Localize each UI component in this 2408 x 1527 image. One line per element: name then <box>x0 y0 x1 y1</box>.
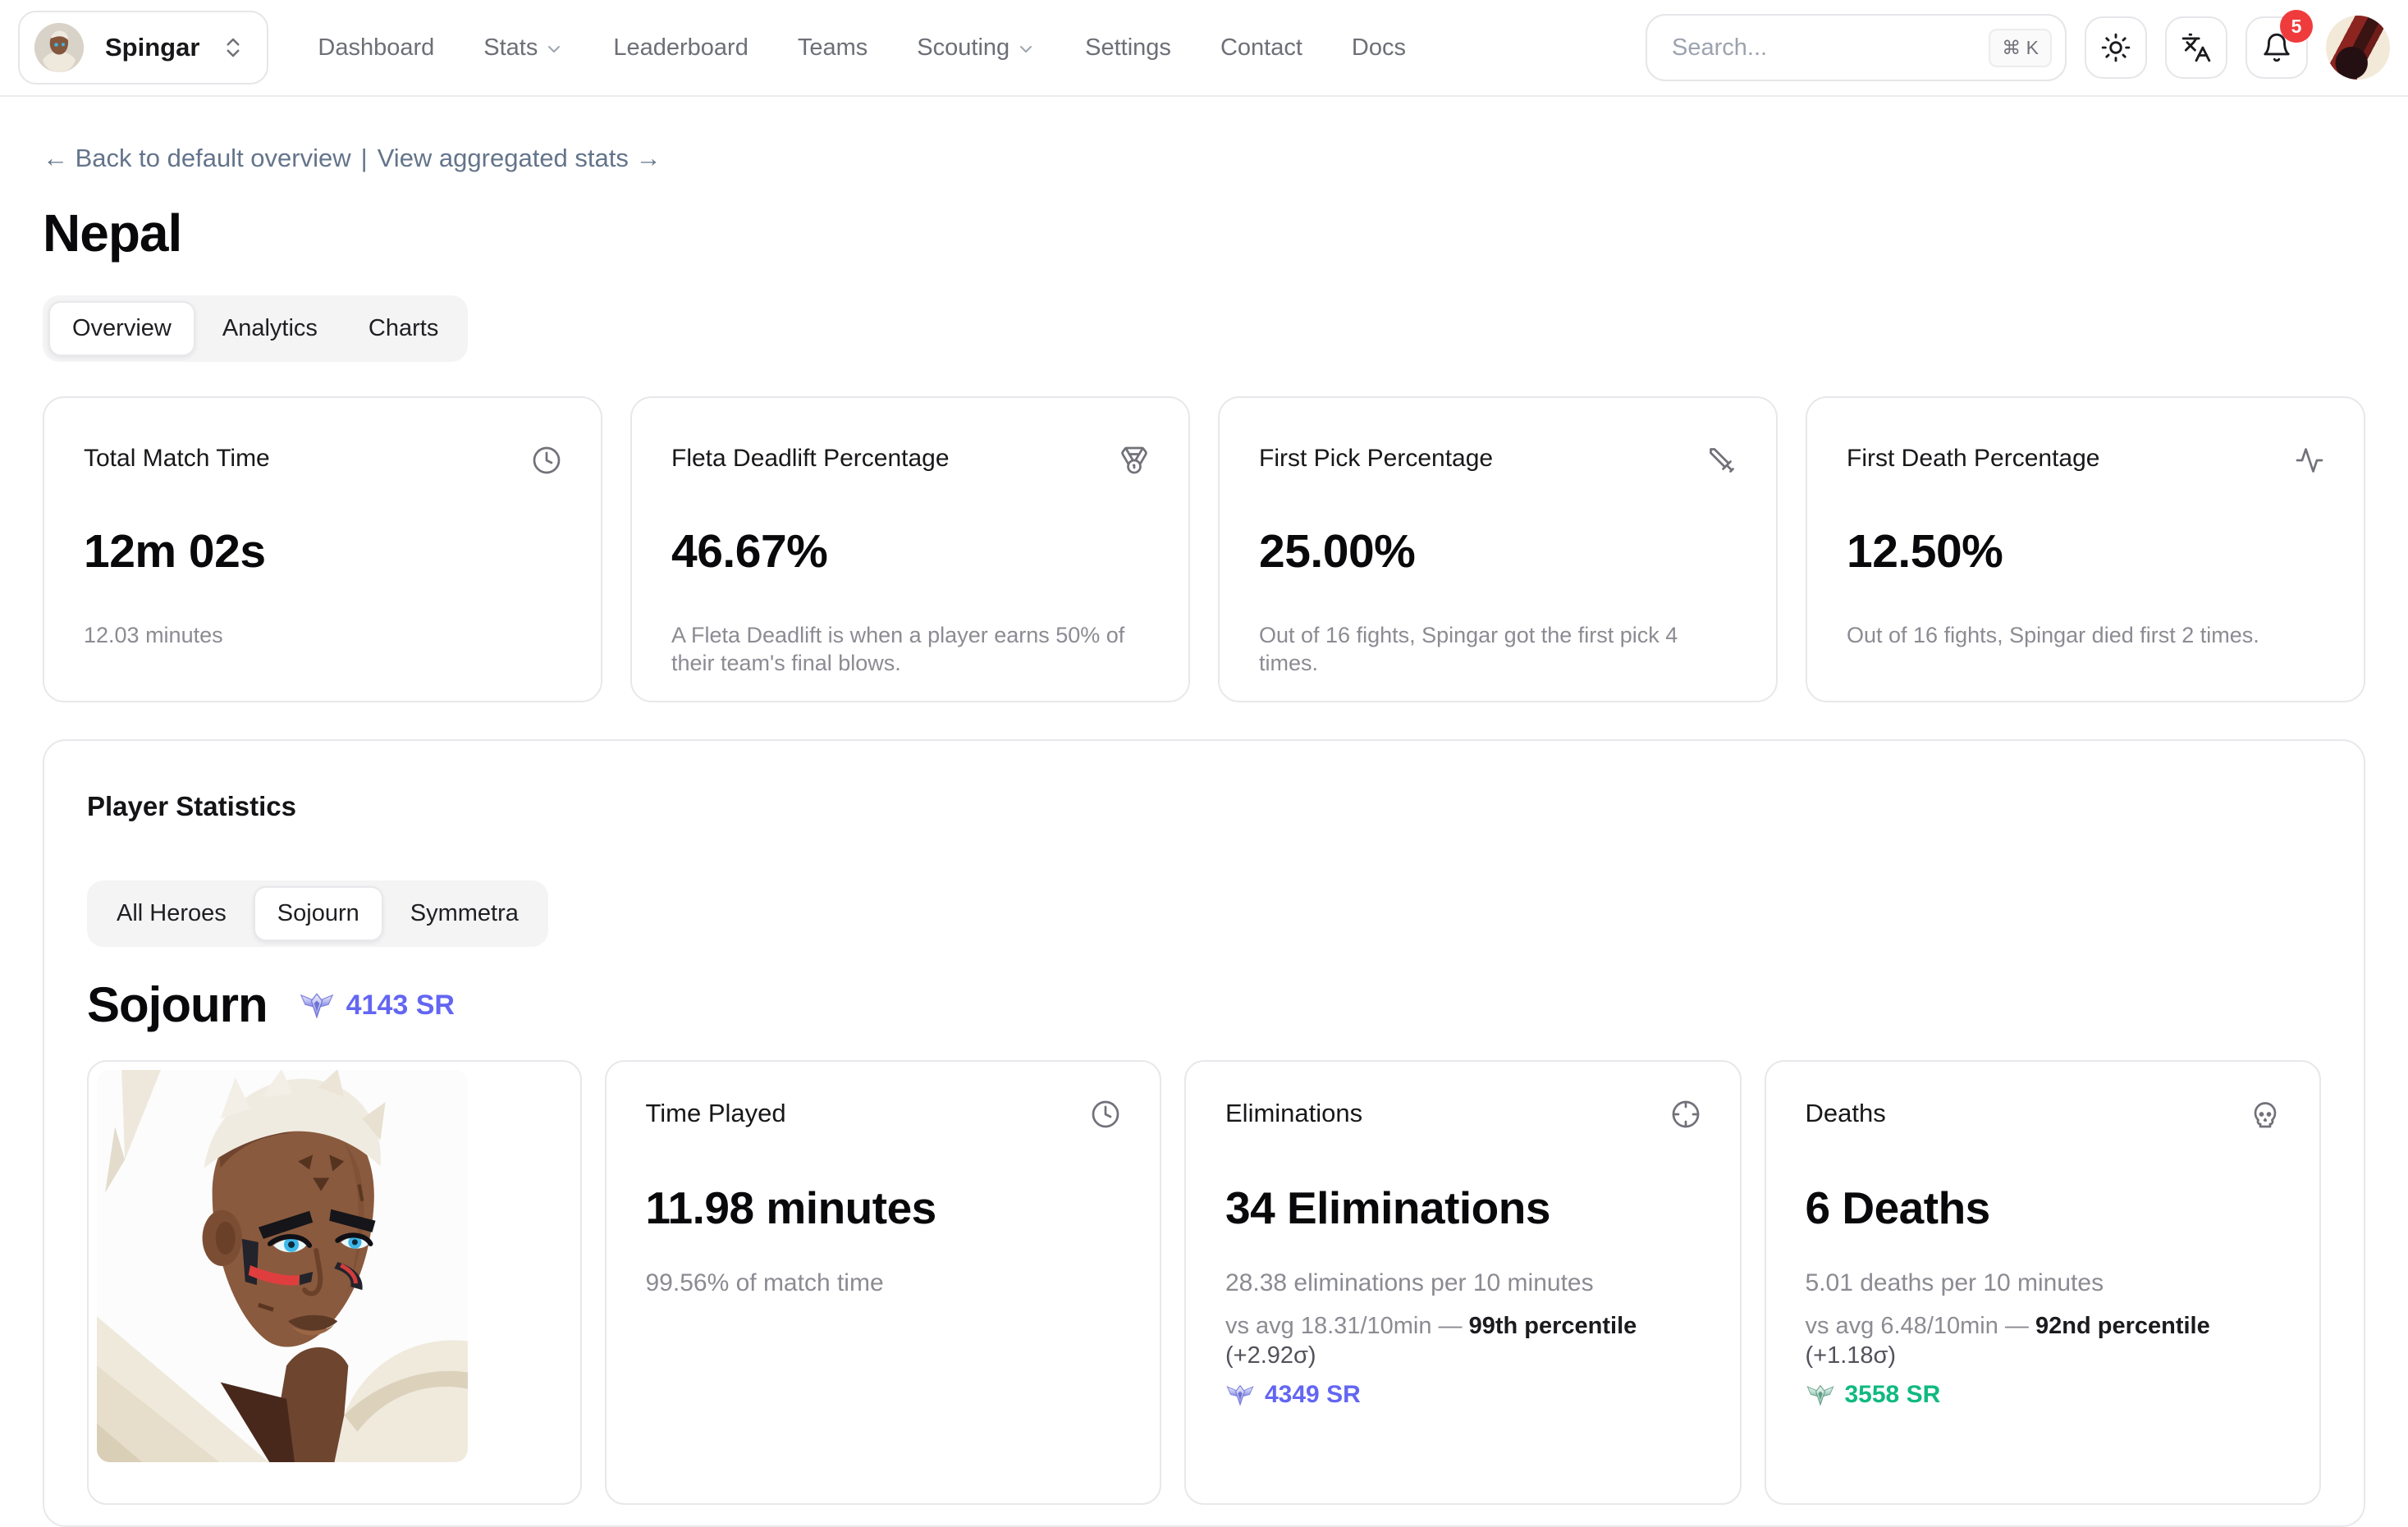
stat-card-sub: 5.01 deaths per 10 minutes <box>1805 1269 2104 1296</box>
chevrons-up-down-icon <box>227 38 240 57</box>
hero-name: Sojourn <box>87 977 268 1032</box>
search-input[interactable] <box>1670 33 1989 62</box>
nav-item-settings[interactable]: Settings <box>1085 34 1171 61</box>
tab-charts[interactable]: Charts <box>368 315 439 341</box>
stat-card-sub: A Fleta Deadlift is when a player earns … <box>671 623 1125 675</box>
stat-card-title: Time Played <box>645 1099 786 1127</box>
stat-card-sub: 99.56% of match time <box>645 1269 884 1296</box>
notification-badge: 5 <box>2280 10 2313 43</box>
tab-analytics[interactable]: Analytics <box>222 315 318 341</box>
hero-tabs: All Heroes Sojourn Symmetra <box>87 880 548 947</box>
stat-card-title: Eliminations <box>1225 1099 1363 1127</box>
nav-item-stats[interactable]: Stats <box>483 34 564 62</box>
stat-card-title: First Death Percentage <box>1847 445 2100 472</box>
player-statistics-title: Player Statistics <box>87 791 296 821</box>
primary-nav: Dashboard Stats Leaderboard Teams Scouti… <box>318 34 1406 62</box>
hero-tab-sojourn[interactable]: Sojourn <box>253 886 383 941</box>
clock-icon <box>1092 1100 1119 1128</box>
navbar-actions: ⌘ K 5 <box>1646 10 2390 81</box>
stat-card-sub: 12.03 minutes <box>84 623 223 647</box>
crosshair-icon <box>1672 1100 1699 1128</box>
rank-emblem-icon <box>1226 1384 1254 1406</box>
notifications-button[interactable]: 5 <box>2245 10 2313 79</box>
user-avatar[interactable] <box>2326 16 2390 80</box>
hero-portrait-image <box>97 1070 468 1462</box>
theme-toggle-button[interactable] <box>2085 16 2147 79</box>
total-match-time-card: Total Match Time 12m 02s 12.03 minutes <box>43 396 602 702</box>
first-pick-card: First Pick Percentage 25.00% Out of 16 f… <box>1218 396 1778 702</box>
first-death-card: First Death Percentage 12.50% Out of 16 … <box>1806 396 2365 702</box>
search-shortcut: ⌘ K <box>1989 28 2052 67</box>
stat-card-sub: Out of 16 fights, Spingar got the first … <box>1259 623 1678 675</box>
skull-icon <box>2254 1102 2277 1128</box>
hero-heading: Sojourn 4143 SR <box>87 978 2321 1032</box>
stat-card-value: 46.67% <box>671 525 828 578</box>
sun-icon <box>2101 33 2131 62</box>
main-content: ← Back to default overview | View aggreg… <box>0 143 2408 1527</box>
stat-card-percentile: vs avg 18.31/10min — 99th percentile (+2… <box>1225 1313 1637 1369</box>
hero-portrait-card <box>87 1060 582 1505</box>
back-to-overview-link[interactable]: ← Back to default overview <box>43 144 351 172</box>
page-tabs: Overview Analytics Charts <box>43 295 469 362</box>
languages-icon <box>2181 33 2211 62</box>
breadcrumb: ← Back to default overview | View aggreg… <box>43 143 2365 174</box>
team-name: Spingar <box>105 33 200 62</box>
breadcrumb-divider: | <box>360 144 368 172</box>
activity-icon <box>2296 448 2323 473</box>
hero-tab-all-heroes[interactable]: All Heroes <box>117 900 227 926</box>
stat-card-percentile: vs avg 6.48/10min — 92nd percentile (+1.… <box>1805 1313 2210 1369</box>
stat-card-value: 11.98 minutes <box>645 1182 937 1233</box>
hero-stat-row: Time Played 11.98 minutes 99.56% of matc… <box>87 1060 2321 1505</box>
team-switcher[interactable]: Spingar <box>18 11 269 85</box>
sr-value: 4349 SR <box>1265 1381 1361 1408</box>
view-aggregated-stats-link[interactable]: View aggregated stats → <box>377 144 662 172</box>
navbar: Spingar Dashboard Stats Leaderboard Team… <box>0 0 2408 97</box>
stat-card-sub: Out of 16 fights, Spingar died first 2 t… <box>1847 623 2259 647</box>
rank-emblem-icon <box>300 993 333 1019</box>
fleta-deadlift-card: Fleta Deadlift Percentage 46.67% A Fleta… <box>630 396 1190 702</box>
team-avatar <box>34 23 84 72</box>
page-title: Nepal <box>43 203 182 263</box>
stat-card-title: Total Match Time <box>84 445 270 472</box>
stat-card-title: Fleta Deadlift Percentage <box>671 445 950 472</box>
sr-value: 3558 SR <box>1844 1381 1941 1408</box>
eliminations-card: Eliminations 34 Eliminations 28.38 elimi… <box>1184 1060 1742 1505</box>
stat-card-sr: 3558 SR <box>1806 1380 2281 1410</box>
rank-emblem-icon <box>1806 1384 1834 1406</box>
stat-card-sr: 4349 SR <box>1225 1380 1701 1410</box>
nav-item-docs[interactable]: Docs <box>1351 34 1406 61</box>
chevron-down-icon <box>1020 46 1032 53</box>
chevron-down-icon <box>548 46 561 53</box>
stat-card-sub: 28.38 eliminations per 10 minutes <box>1225 1269 1594 1296</box>
deaths-card: Deaths 6 Deaths 5.01 deaths per 10 minut… <box>1764 1060 2321 1505</box>
tab-overview[interactable]: Overview <box>48 301 195 356</box>
player-statistics-panel: Player Statistics All Heroes Sojourn Sym… <box>43 739 2365 1527</box>
stat-card-value: 12.50% <box>1847 525 2003 578</box>
stat-card-value: 25.00% <box>1259 525 1416 578</box>
stat-card-title: Deaths <box>1805 1099 1886 1127</box>
nav-item-scouting[interactable]: Scouting <box>917 34 1036 62</box>
clock-icon <box>533 446 561 474</box>
stat-card-title: First Pick Percentage <box>1259 445 1494 472</box>
stat-card-value: 12m 02s <box>84 525 266 578</box>
language-button[interactable] <box>2165 16 2227 79</box>
nav-item-dashboard[interactable]: Dashboard <box>318 34 435 61</box>
stat-card-value: 34 Eliminations <box>1225 1182 1550 1233</box>
stat-card-value: 6 Deaths <box>1805 1182 1991 1233</box>
sword-icon <box>1710 448 1734 473</box>
search-box[interactable]: ⌘ K <box>1646 14 2067 81</box>
nav-item-leaderboard[interactable]: Leaderboard <box>613 34 748 61</box>
time-played-card: Time Played 11.98 minutes 99.56% of matc… <box>604 1060 1161 1505</box>
nav-item-teams[interactable]: Teams <box>797 34 868 61</box>
bell-icon <box>2264 33 2290 62</box>
hero-tab-symmetra[interactable]: Symmetra <box>410 900 519 926</box>
hero-sr-badge: 4143 SR <box>299 987 455 1023</box>
nav-item-contact[interactable]: Contact <box>1220 34 1302 61</box>
hero-sr-value: 4143 SR <box>346 989 455 1021</box>
summary-stat-row: Total Match Time 12m 02s 12.03 minutes F… <box>43 396 2365 702</box>
team-avatar-image <box>34 23 84 72</box>
medal-icon <box>1121 446 1147 474</box>
